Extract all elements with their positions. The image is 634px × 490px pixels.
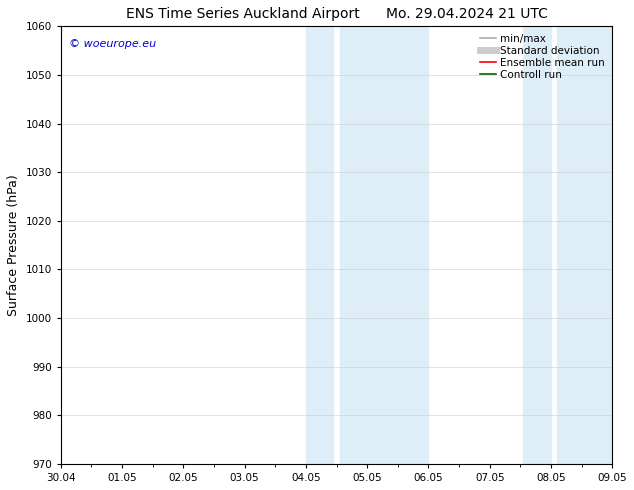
Legend: min/max, Standard deviation, Ensemble mean run, Controll run: min/max, Standard deviation, Ensemble me…: [478, 31, 607, 82]
Bar: [340, 26, 429, 464]
Text: © woeurope.eu: © woeurope.eu: [69, 39, 156, 49]
Bar: [557, 26, 612, 464]
Bar: [524, 26, 551, 464]
Title: ENS Time Series Auckland Airport      Mo. 29.04.2024 21 UTC: ENS Time Series Auckland Airport Mo. 29.…: [126, 7, 547, 21]
Y-axis label: Surface Pressure (hPa): Surface Pressure (hPa): [7, 174, 20, 316]
Bar: [306, 26, 333, 464]
